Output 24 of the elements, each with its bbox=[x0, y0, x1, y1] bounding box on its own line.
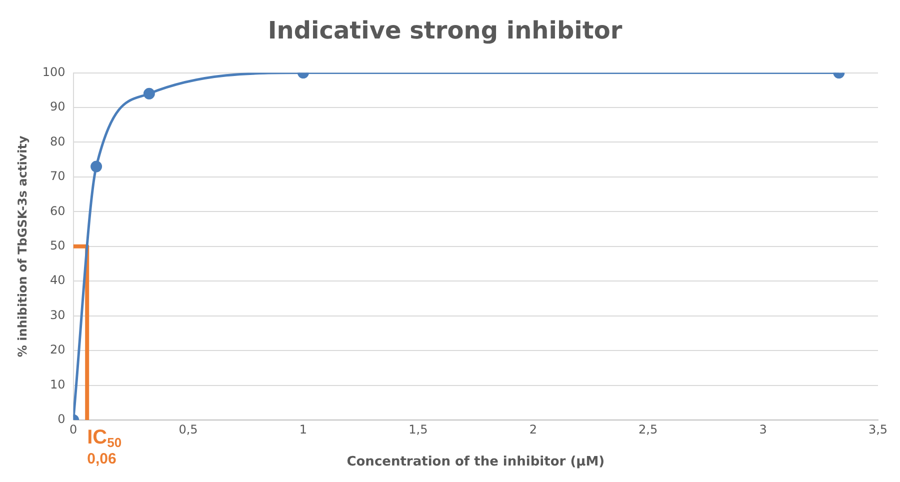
y-tick-label: 90 bbox=[50, 100, 66, 114]
point bbox=[90, 160, 102, 172]
y-tick-label: 40 bbox=[50, 273, 66, 288]
y-tick-label: 0 bbox=[58, 412, 66, 426]
y-tick-label: 10 bbox=[50, 377, 66, 392]
y-axis-title: % inhibition of TbGSK-3s activity bbox=[15, 136, 30, 358]
annotation: 0,06 bbox=[87, 450, 116, 468]
x-tick-label: 3 bbox=[759, 422, 767, 436]
x-tick-label: 3,5 bbox=[868, 422, 888, 436]
x-tick-label: 0 bbox=[69, 422, 78, 436]
chart-title: Indicative strong inhibitor bbox=[268, 16, 622, 45]
y-tick-label: 30 bbox=[50, 308, 66, 322]
y-tick-label: 100 bbox=[42, 64, 66, 79]
y-tick-label: 70 bbox=[50, 169, 66, 184]
x-tick-label: 2,5 bbox=[638, 422, 658, 436]
x-tick-label: 1,5 bbox=[408, 422, 428, 436]
y-tick-label: 80 bbox=[50, 134, 66, 148]
x-tick-label: 2 bbox=[529, 422, 537, 436]
y-tick-label: 50 bbox=[50, 238, 66, 253]
x-axis-title: Concentration of the inhibitor (µM) bbox=[346, 454, 605, 470]
y-tick-label: 60 bbox=[50, 204, 66, 218]
y-tick-label: 20 bbox=[50, 342, 66, 357]
x-tick-label: 1 bbox=[299, 422, 308, 436]
x-tick-label: 0,5 bbox=[178, 422, 198, 436]
